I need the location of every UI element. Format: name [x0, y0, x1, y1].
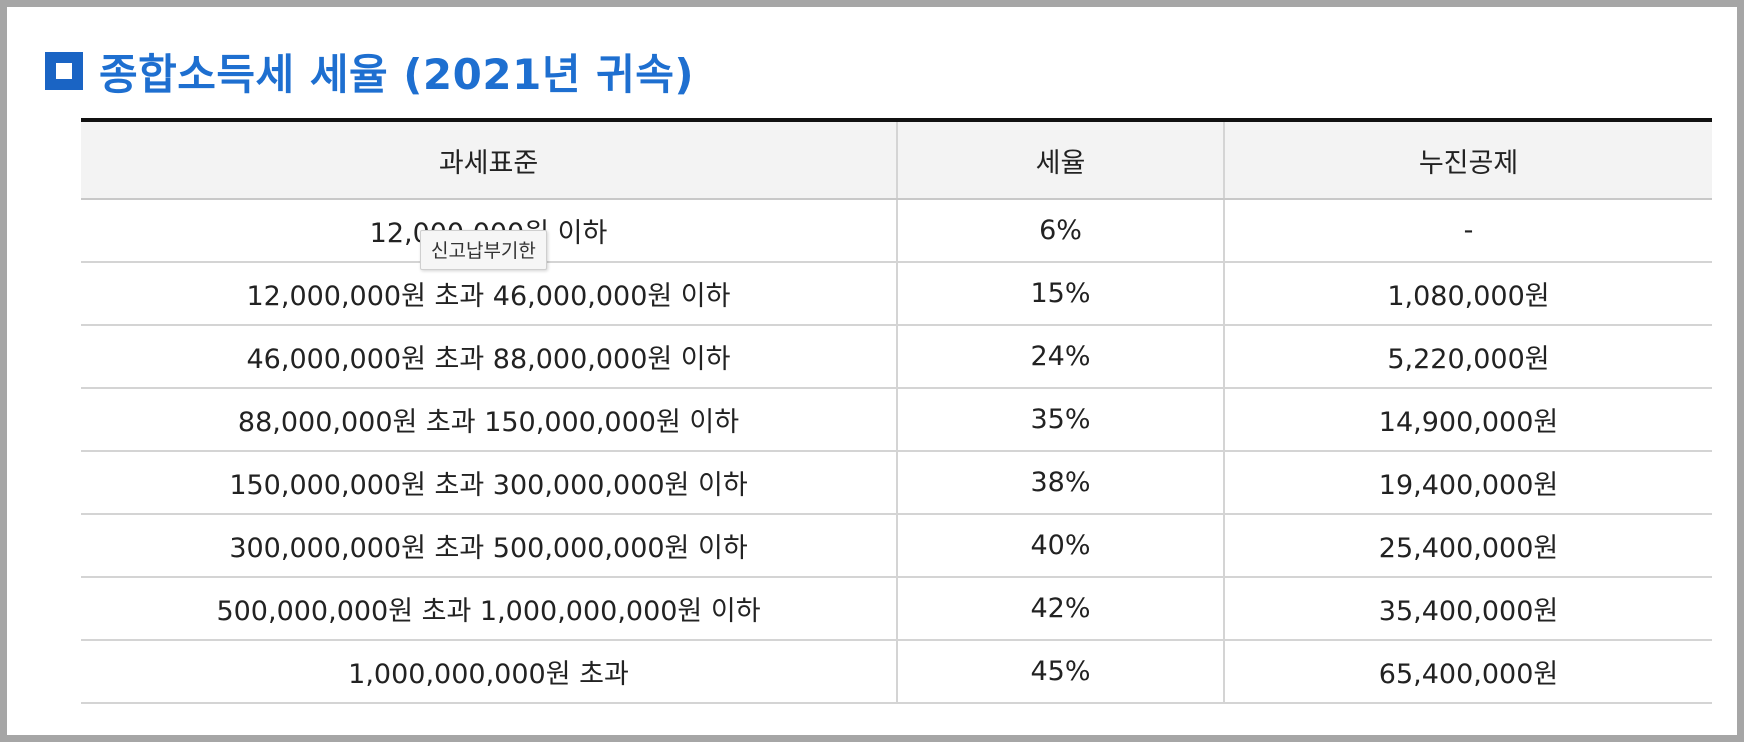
cell-tax-base: 300,000,000원 초과 500,000,000원 이하	[81, 514, 897, 578]
cell-tax-rate: 42%	[896, 577, 1224, 641]
tooltip: 신고납부기한	[420, 230, 547, 270]
cell-deduction: 25,400,000원	[1223, 514, 1712, 578]
cell-tax-rate: 24%	[896, 325, 1224, 389]
cell-tax-rate: 40%	[896, 514, 1224, 578]
cell-tax-rate: 45%	[896, 640, 1224, 704]
table-row: 150,000,000원 초과 300,000,000원 이하 38% 19,4…	[81, 451, 1712, 515]
cell-deduction: 14,900,000원	[1223, 388, 1712, 452]
cell-deduction: 35,400,000원	[1223, 577, 1712, 641]
cell-deduction: 5,220,000원	[1223, 325, 1712, 389]
cell-tax-base: 150,000,000원 초과 300,000,000원 이하	[81, 451, 897, 515]
table-row: 12,000,000원 초과 46,000,000원 이하 15% 1,080,…	[81, 262, 1712, 326]
cell-tax-base: 46,000,000원 초과 88,000,000원 이하	[81, 325, 897, 389]
cell-deduction: -	[1223, 199, 1712, 263]
header-progressive-deduction: 누진공제	[1223, 120, 1712, 200]
table-row: 46,000,000원 초과 88,000,000원 이하 24% 5,220,…	[81, 325, 1712, 389]
cell-deduction: 1,080,000원	[1223, 262, 1712, 326]
cell-deduction: 19,400,000원	[1223, 451, 1712, 515]
tax-rate-table: 과세표준 세율 누진공제 12,000,000원 이하 6% - 12,000,…	[81, 118, 1712, 704]
header-tax-base: 과세표준	[81, 120, 897, 200]
cell-tax-base: 1,000,000,000원 초과	[81, 640, 897, 704]
header-tax-rate: 세율	[896, 120, 1224, 200]
table-row: 12,000,000원 이하 6% -	[81, 199, 1712, 263]
table-header-row: 과세표준 세율 누진공제	[81, 120, 1712, 200]
table-row: 88,000,000원 초과 150,000,000원 이하 35% 14,90…	[81, 388, 1712, 452]
cell-tax-rate: 38%	[896, 451, 1224, 515]
table-row: 1,000,000,000원 초과 45% 65,400,000원	[81, 640, 1712, 704]
cell-deduction: 65,400,000원	[1223, 640, 1712, 704]
section-title: 종합소득세 세율 (2021년 귀속)	[45, 43, 694, 99]
cell-tax-base: 12,000,000원 초과 46,000,000원 이하	[81, 262, 897, 326]
page-title: 종합소득세 세율 (2021년 귀속)	[99, 49, 695, 99]
table-row: 500,000,000원 초과 1,000,000,000원 이하 42% 35…	[81, 577, 1712, 641]
cell-tax-rate: 6%	[896, 199, 1224, 263]
square-bullet-icon	[45, 52, 83, 90]
cell-tax-rate: 15%	[896, 262, 1224, 326]
cell-tax-base: 500,000,000원 초과 1,000,000,000원 이하	[81, 577, 897, 641]
cell-tax-rate: 35%	[896, 388, 1224, 452]
cell-tax-base: 88,000,000원 초과 150,000,000원 이하	[81, 388, 897, 452]
table-row: 300,000,000원 초과 500,000,000원 이하 40% 25,4…	[81, 514, 1712, 578]
